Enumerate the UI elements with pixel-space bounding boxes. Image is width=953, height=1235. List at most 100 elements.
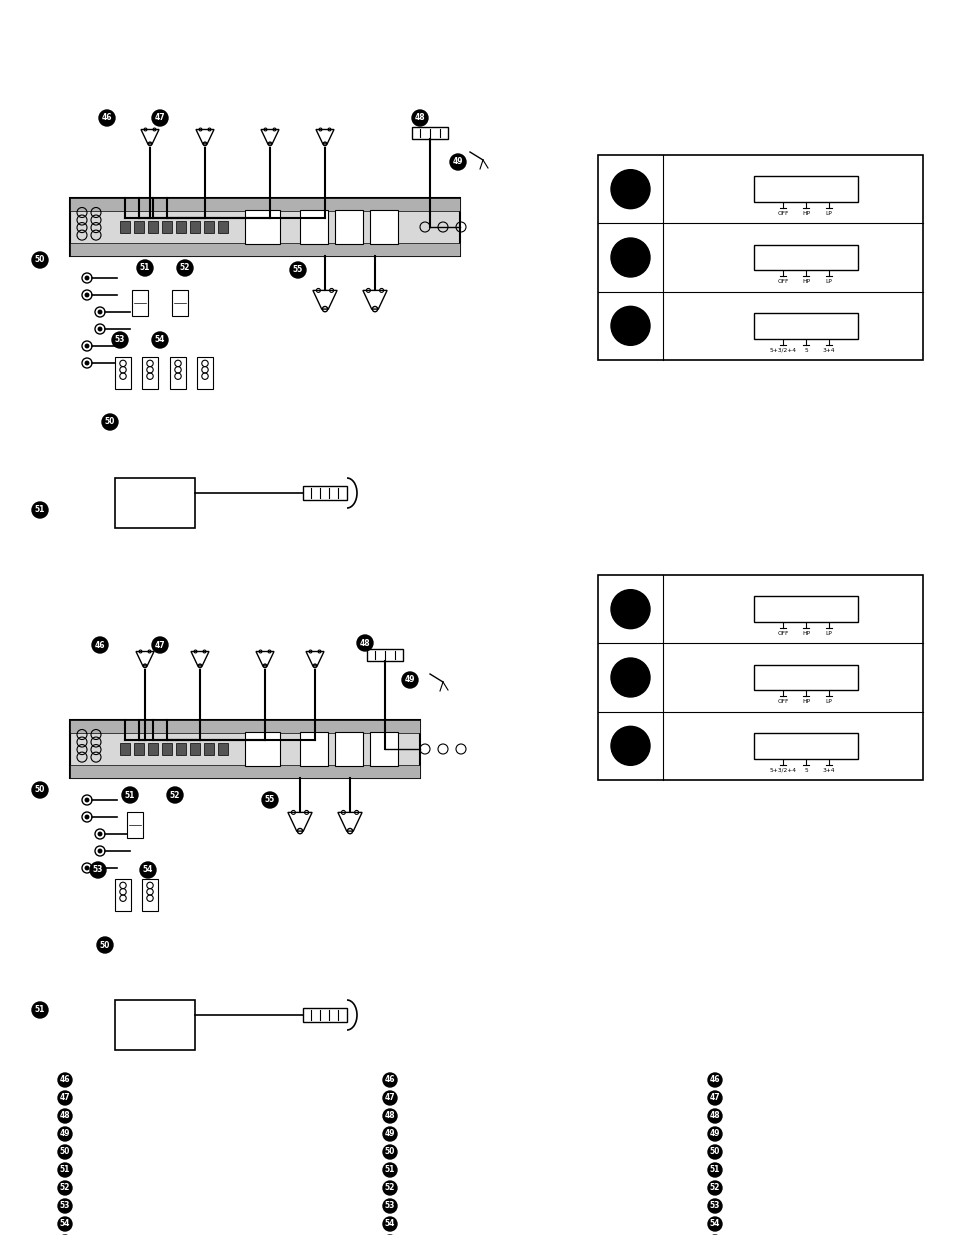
Bar — [598, 576, 923, 781]
Circle shape — [58, 1199, 71, 1213]
Circle shape — [382, 1109, 396, 1123]
Text: 47: 47 — [60, 1093, 71, 1103]
Text: LP: LP — [824, 211, 831, 216]
Text: 53: 53 — [709, 1202, 720, 1210]
Text: 5+3/2+4: 5+3/2+4 — [769, 768, 796, 773]
Circle shape — [356, 635, 373, 651]
Circle shape — [58, 1181, 71, 1195]
Bar — [218, 743, 228, 755]
Text: 53: 53 — [92, 866, 103, 874]
Text: OFF: OFF — [777, 631, 788, 636]
Circle shape — [707, 1091, 721, 1105]
Bar — [170, 357, 186, 389]
Text: 3+4: 3+4 — [821, 768, 834, 773]
Circle shape — [32, 782, 48, 798]
Bar — [753, 245, 857, 270]
Text: 51: 51 — [125, 790, 135, 799]
Text: 52: 52 — [170, 790, 180, 799]
Bar — [148, 743, 158, 755]
Circle shape — [610, 658, 649, 697]
Circle shape — [97, 937, 112, 953]
Circle shape — [99, 110, 115, 126]
Bar — [370, 210, 397, 245]
Text: 5: 5 — [803, 348, 807, 353]
Text: 52: 52 — [60, 1183, 71, 1193]
Text: 48: 48 — [359, 638, 370, 647]
Circle shape — [85, 815, 89, 819]
Circle shape — [707, 1199, 721, 1213]
Circle shape — [707, 1128, 721, 1141]
Circle shape — [98, 832, 102, 836]
Text: 48: 48 — [60, 1112, 71, 1120]
Circle shape — [58, 1145, 71, 1158]
Circle shape — [152, 110, 168, 126]
Text: 50: 50 — [709, 1147, 720, 1156]
Text: 47: 47 — [154, 114, 165, 122]
Bar — [142, 879, 158, 911]
Text: 47: 47 — [154, 641, 165, 650]
Text: 50: 50 — [105, 417, 115, 426]
Text: 49: 49 — [453, 158, 463, 167]
Bar — [70, 720, 419, 778]
Bar — [115, 1000, 194, 1050]
Bar — [299, 210, 328, 245]
Circle shape — [152, 332, 168, 348]
Circle shape — [382, 1199, 396, 1213]
Circle shape — [610, 169, 649, 209]
Circle shape — [58, 1163, 71, 1177]
Bar — [172, 290, 188, 316]
Bar — [245, 210, 280, 245]
Text: 3+4: 3+4 — [821, 348, 834, 353]
Bar — [303, 487, 347, 500]
Text: 55: 55 — [265, 795, 274, 804]
Circle shape — [98, 327, 102, 331]
Bar — [133, 221, 144, 233]
Text: 53: 53 — [60, 1202, 71, 1210]
Text: 48: 48 — [709, 1112, 720, 1120]
Bar — [753, 664, 857, 690]
Text: 50: 50 — [100, 941, 111, 950]
Text: 5: 5 — [803, 768, 807, 773]
Text: 48: 48 — [384, 1112, 395, 1120]
Bar — [335, 731, 363, 767]
Circle shape — [58, 1128, 71, 1141]
Text: 55: 55 — [293, 266, 303, 274]
Bar — [70, 766, 419, 778]
Text: 46: 46 — [94, 641, 105, 650]
Circle shape — [91, 637, 108, 653]
Text: 53: 53 — [114, 336, 125, 345]
Text: 49: 49 — [709, 1130, 720, 1139]
Circle shape — [707, 1181, 721, 1195]
Circle shape — [450, 154, 465, 170]
Text: HP: HP — [801, 699, 809, 704]
Text: LP: LP — [824, 631, 831, 636]
Circle shape — [610, 306, 649, 346]
Text: 5+3/2+4: 5+3/2+4 — [769, 348, 796, 353]
Text: HP: HP — [801, 211, 809, 216]
Bar — [162, 221, 172, 233]
Circle shape — [167, 787, 183, 803]
Text: 52: 52 — [179, 263, 190, 273]
Text: 50: 50 — [384, 1147, 395, 1156]
Bar — [190, 743, 200, 755]
Text: OFF: OFF — [777, 699, 788, 704]
Bar — [218, 221, 228, 233]
Circle shape — [85, 293, 89, 296]
Text: 48: 48 — [415, 114, 425, 122]
Circle shape — [85, 866, 89, 869]
Text: OFF: OFF — [777, 211, 788, 216]
Circle shape — [707, 1216, 721, 1231]
Circle shape — [707, 1073, 721, 1087]
Text: 54: 54 — [143, 866, 153, 874]
Text: 47: 47 — [384, 1093, 395, 1103]
Circle shape — [262, 792, 277, 808]
Bar — [367, 650, 402, 661]
Circle shape — [707, 1145, 721, 1158]
Text: 53: 53 — [384, 1202, 395, 1210]
Text: 50: 50 — [34, 256, 45, 264]
Bar — [70, 243, 459, 256]
Bar — [190, 221, 200, 233]
Text: 51: 51 — [60, 1166, 71, 1174]
Circle shape — [610, 589, 649, 629]
Circle shape — [98, 850, 102, 852]
